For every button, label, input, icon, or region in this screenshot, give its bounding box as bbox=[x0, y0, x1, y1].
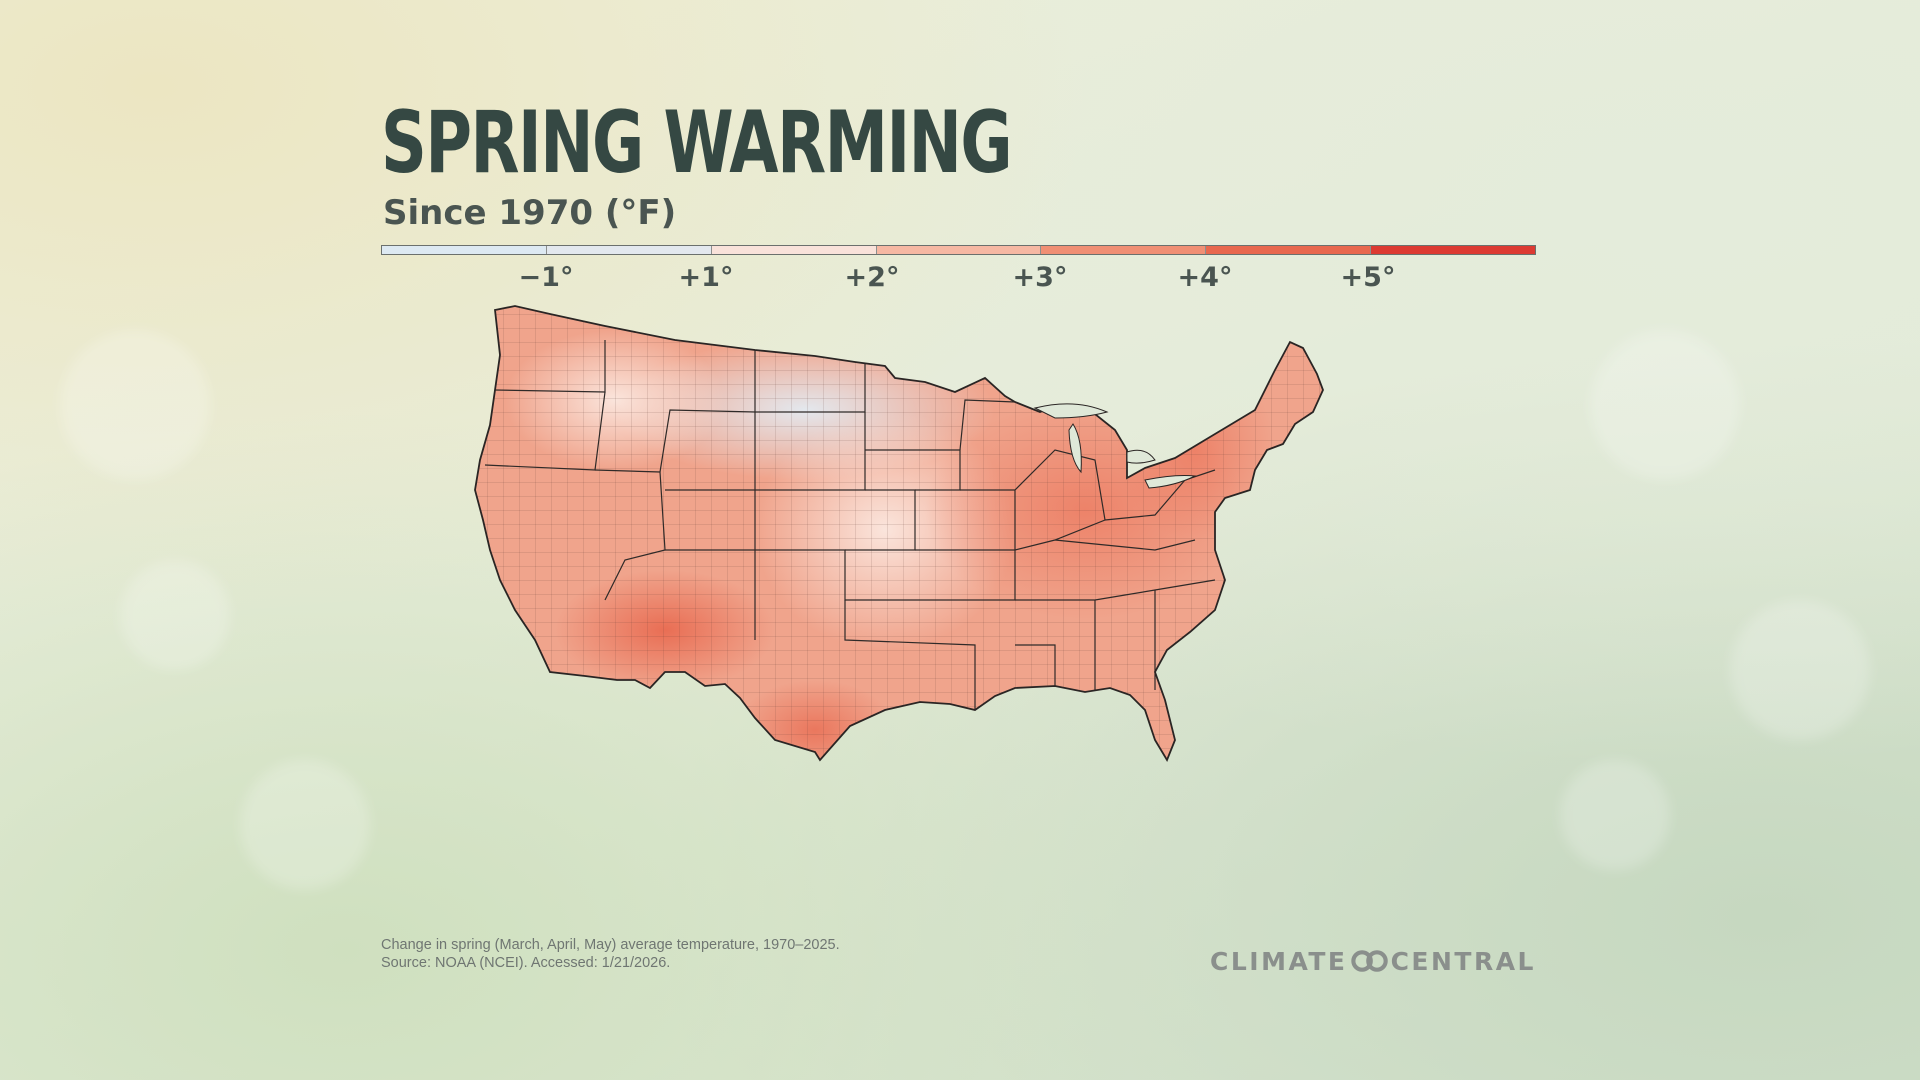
legend-segment bbox=[1371, 246, 1536, 254]
legend-tick-label: +2° bbox=[844, 262, 900, 293]
bokeh-circle bbox=[1560, 760, 1670, 870]
page-subtitle: Since 1970 (°F) bbox=[383, 193, 677, 233]
bokeh-circle bbox=[120, 560, 230, 670]
footnote-description: Change in spring (March, April, May) ave… bbox=[381, 937, 840, 953]
brand-logo: CLIMATE CENTRAL bbox=[1210, 945, 1536, 977]
color-legend-bar bbox=[381, 245, 1536, 255]
footnote-source: Source: NOAA (NCEI). Accessed: 1/21/2026… bbox=[381, 955, 671, 971]
legend-segment bbox=[1041, 246, 1207, 254]
us-county-map bbox=[474, 305, 1324, 761]
legend-tick-label: +5° bbox=[1340, 262, 1396, 293]
footnote: Change in spring (March, April, May) ave… bbox=[381, 936, 840, 972]
bokeh-circle bbox=[1730, 600, 1870, 740]
brand-text-left: CLIMATE bbox=[1210, 946, 1348, 976]
legend-tick-label: +4° bbox=[1177, 262, 1233, 293]
page-title: SPRING WARMING bbox=[381, 93, 1013, 193]
legend-segment bbox=[711, 246, 877, 254]
legend-tick-label: −1° bbox=[518, 262, 574, 293]
legend-tick-label: +1° bbox=[678, 262, 734, 293]
legend-segment bbox=[1206, 246, 1372, 254]
brand-text-right: CENTRAL bbox=[1390, 946, 1536, 976]
bokeh-circle bbox=[60, 330, 210, 480]
legend-segment bbox=[876, 246, 1042, 254]
bokeh-circle bbox=[1590, 330, 1740, 480]
legend-tick-label: +3° bbox=[1012, 262, 1068, 293]
linked-rings-icon bbox=[1350, 950, 1388, 972]
bokeh-circle bbox=[240, 760, 370, 890]
legend-segment bbox=[382, 246, 547, 254]
legend-segment bbox=[546, 246, 712, 254]
